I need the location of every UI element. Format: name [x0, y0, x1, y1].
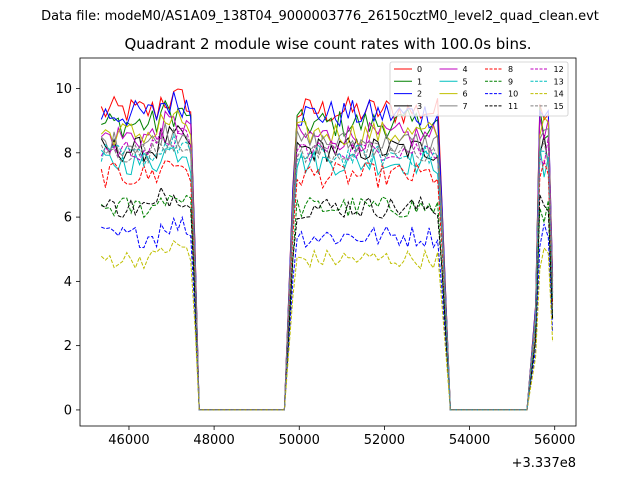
x-tick-label: 50000	[279, 433, 320, 448]
chart-title: Quadrant 2 module wise count rates with …	[124, 35, 531, 53]
legend-label-9: 9	[508, 77, 513, 86]
legend-label-8: 8	[508, 65, 513, 74]
legend-label-5: 5	[463, 77, 468, 86]
legend-label-14: 14	[554, 90, 564, 99]
legend-label-2: 2	[417, 90, 422, 99]
y-tick-label: 8	[64, 146, 72, 161]
legend-label-15: 15	[554, 102, 564, 111]
axes-frame	[79, 57, 577, 427]
y-tick-label: 2	[64, 339, 72, 354]
axes	[79, 57, 577, 427]
y-tick-label: 4	[64, 275, 72, 290]
legend-label-4: 4	[463, 65, 468, 74]
legend-label-10: 10	[508, 90, 518, 99]
ticks: 46000 48000 50000 52000 54000 56000 0 2 4 6 8 10	[55, 82, 575, 448]
series-line-12	[100, 127, 554, 411]
series-line-15	[100, 139, 554, 411]
legend-label-11: 11	[508, 102, 518, 111]
x-tick-label: 52000	[364, 433, 405, 448]
x-tick-label: 46000	[108, 433, 149, 448]
y-tick-label: 10	[55, 82, 72, 97]
plot-area: 46000 48000 50000 52000 54000 56000 0 2 4 6 8 10 0 1…	[55, 57, 577, 448]
x-tick-label: 48000	[193, 433, 234, 448]
y-tick-label: 0	[64, 403, 72, 418]
y-tick-label: 6	[64, 211, 72, 226]
legend-label-1: 1	[417, 77, 422, 86]
legend-box	[389, 61, 569, 117]
x-axis-offset-label: +3.337e8	[512, 456, 576, 471]
x-tick-label: 54000	[449, 433, 490, 448]
series-lines	[100, 88, 554, 411]
legend-label-0: 0	[417, 65, 422, 74]
legend-label-12: 12	[554, 65, 564, 74]
legend-label-7: 7	[463, 102, 468, 111]
figure-suptitle: Data file: modeM0/AS1A09_138T04_90000037…	[41, 9, 599, 24]
x-tick-label: 56000	[534, 433, 575, 448]
legend-label-13: 13	[554, 77, 564, 86]
legend-label-6: 6	[463, 90, 468, 99]
legend-label-3: 3	[417, 102, 422, 111]
